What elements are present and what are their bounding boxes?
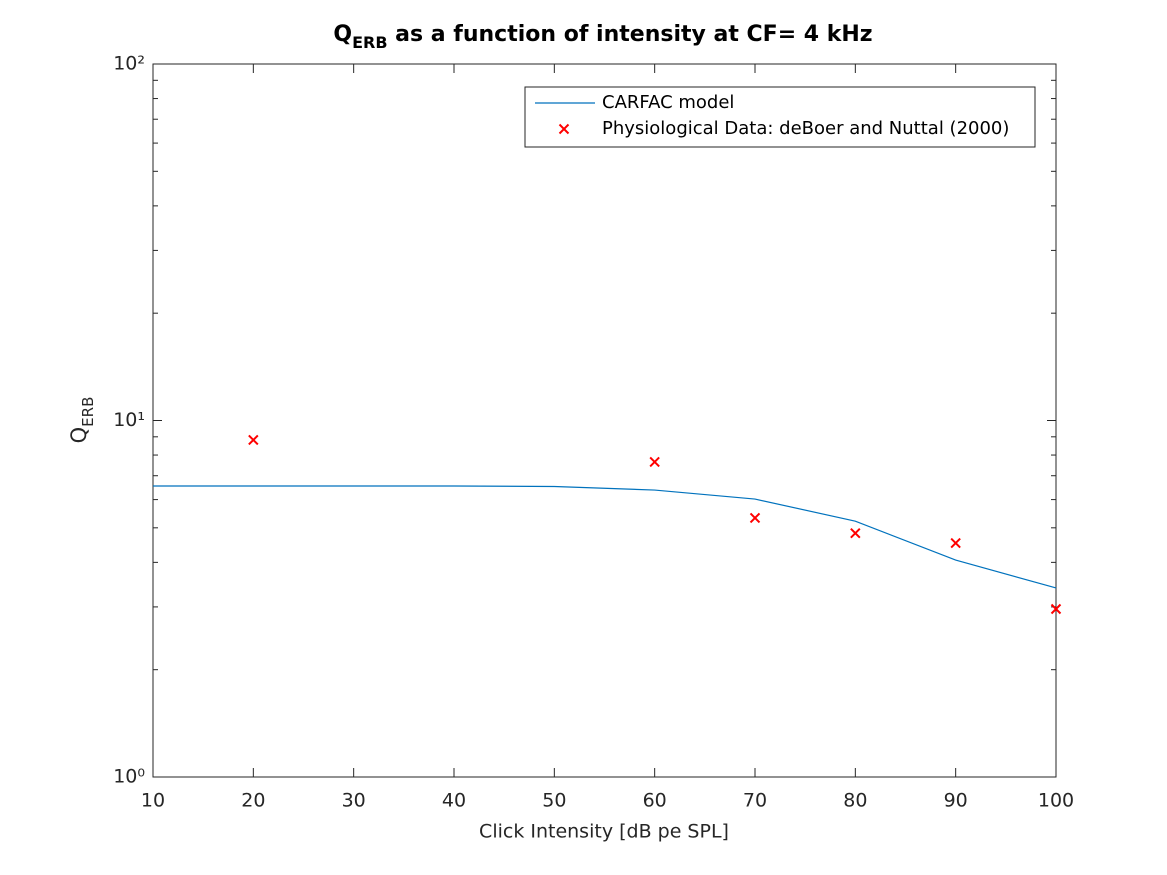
title-rest: as a function of intensity at CF= 4 kHz: [388, 22, 873, 47]
series-line: [153, 485, 1057, 589]
legend-swatch: [558, 123, 570, 135]
title-sub: ERB: [352, 33, 387, 52]
legend-label: Physiological Data: deBoer and Nuttal (2…: [602, 118, 1009, 139]
x-tick-label: 70: [743, 790, 767, 812]
y-tick-label: 10⁰: [113, 766, 145, 788]
x-tick-label: 10: [141, 790, 165, 812]
x-tick-label: 100: [1038, 790, 1074, 812]
y-label-main: Q: [67, 427, 91, 444]
y-axis-label: QERB: [67, 397, 97, 444]
x-tick-label: 30: [342, 790, 366, 812]
data-point: [850, 527, 861, 539]
x-tick-label: 90: [944, 790, 968, 812]
legend-label: CARFAC model: [602, 92, 734, 113]
x-tick-label: 50: [542, 790, 566, 812]
x-tick-label: 40: [442, 790, 466, 812]
legend-box: [524, 86, 1036, 148]
data-point: [649, 456, 660, 468]
y-label-sub: ERB: [79, 397, 97, 427]
x-tick-label: 80: [843, 790, 867, 812]
title-main: Q: [333, 22, 352, 47]
y-tick-label: 10²: [113, 53, 145, 75]
data-point: [1050, 603, 1062, 615]
data-point: [248, 434, 259, 446]
data-point: [749, 512, 761, 524]
chart-title: QERB as a function of intensity at CF= 4…: [333, 22, 872, 52]
y-tick-label: 10¹: [113, 409, 145, 431]
x-tick-label: 20: [241, 790, 265, 812]
x-axis-label: Click Intensity [dB pe SPL]: [479, 821, 729, 843]
x-tick-label: 60: [643, 790, 667, 812]
legend: CARFAC model Physiological Data: deBoer a…: [524, 86, 1036, 148]
data-point: [950, 537, 961, 549]
